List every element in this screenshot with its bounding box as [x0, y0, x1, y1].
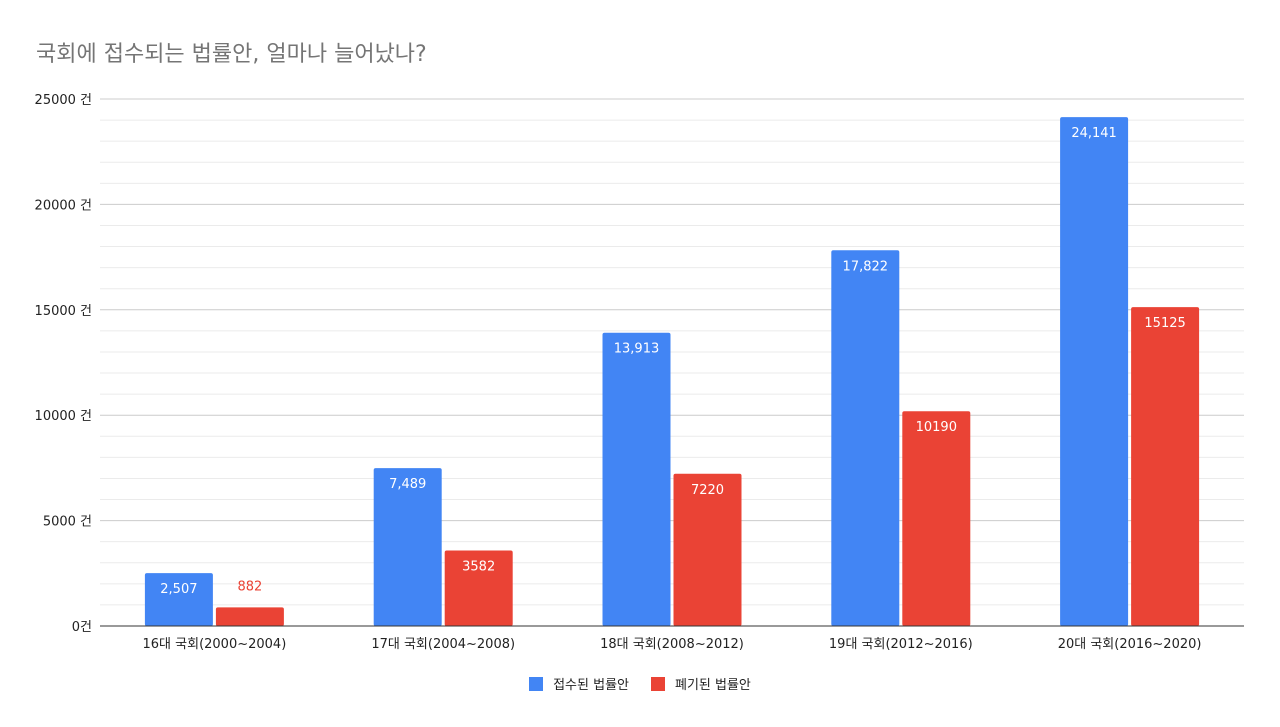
bar-received [831, 250, 900, 626]
legend-label-received: 접수된 법률안 [553, 678, 629, 693]
chart-title: 국회에 접수되는 법률안, 얼마나 늘어났나? [36, 42, 427, 67]
legend-item-received[interactable]: 접수된 법률안 [529, 674, 629, 693]
legend-swatch-discarded [651, 676, 665, 691]
x-tick-label: 18대 국회(2008~2012) [600, 637, 744, 652]
y-tick-label: 10000 건 [35, 409, 92, 424]
y-tick-label: 0건 [72, 620, 92, 635]
bar-discarded [673, 473, 742, 626]
data-label: 7,489 [389, 477, 426, 492]
legend: 접수된 법률안 폐기된 법률안 [0, 674, 1280, 693]
data-label: 2,507 [160, 582, 197, 597]
legend-item-discarded[interactable]: 폐기된 법률안 [651, 674, 751, 693]
data-label: 15125 [1144, 316, 1185, 331]
data-label: 24,141 [1071, 126, 1117, 141]
data-label: 882 [237, 579, 262, 594]
y-tick-label: 25000 건 [35, 93, 92, 108]
bar-discarded [902, 411, 971, 626]
y-tick-label: 5000 건 [43, 515, 92, 530]
bar-received [144, 573, 213, 626]
x-tick-label: 19대 국회(2012~2016) [829, 637, 973, 652]
data-label: 10190 [916, 420, 957, 435]
legend-swatch-received [529, 676, 544, 691]
bar-received [1060, 117, 1129, 626]
data-label: 3582 [462, 559, 495, 574]
data-label: 13,913 [614, 342, 660, 357]
y-tick-label: 15000 건 [35, 304, 92, 319]
y-tick-label: 20000 건 [35, 198, 92, 213]
bar-discarded [215, 607, 284, 626]
x-tick-label: 17대 국회(2004~2008) [371, 637, 515, 652]
bar-discarded [444, 550, 513, 626]
bar-discarded [1131, 307, 1200, 626]
bar-received [602, 332, 671, 626]
x-tick-label: 16대 국회(2000~2004) [143, 637, 287, 652]
legend-label-discarded: 폐기된 법률안 [675, 678, 751, 693]
bar-received [373, 468, 442, 626]
data-label: 17,822 [843, 259, 889, 274]
x-tick-label: 20대 국회(2016~2020) [1058, 637, 1202, 652]
data-label: 7220 [691, 483, 724, 498]
